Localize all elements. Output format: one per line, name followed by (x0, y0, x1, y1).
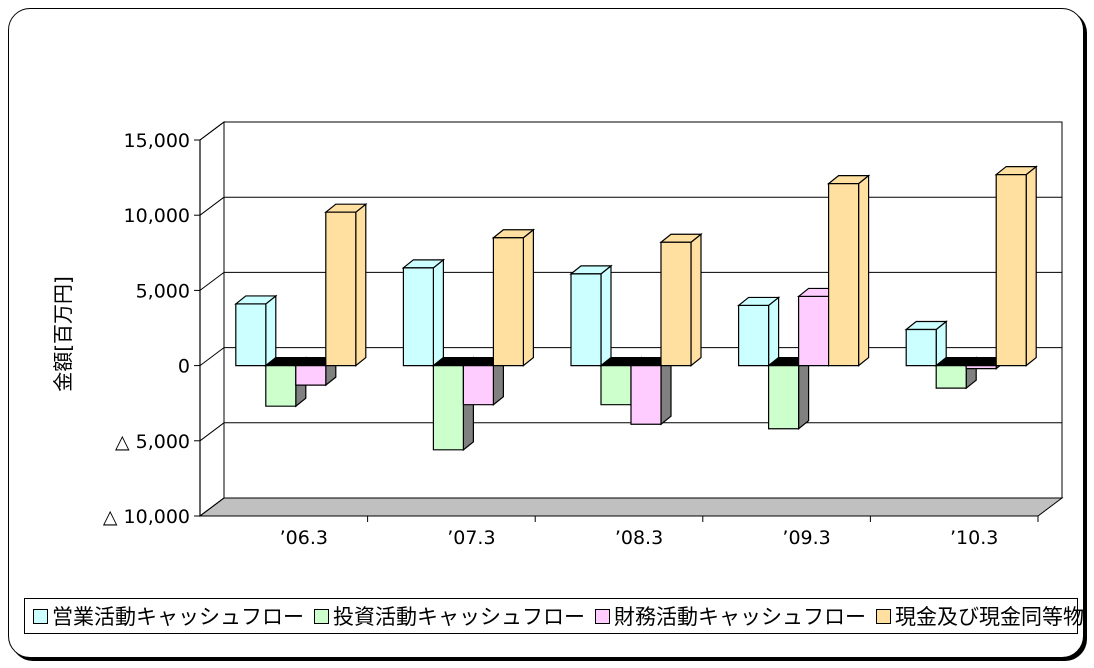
bar (904, 320, 948, 367)
bar-face (1025, 165, 1037, 367)
legend-item: 営業活動キャッシュフロー (33, 601, 304, 631)
legend-item: 現金及び現金同等物 (876, 601, 1084, 631)
bar (994, 165, 1038, 367)
x-tick-label: ’09.3 (782, 527, 830, 549)
bar-face (935, 365, 967, 389)
y-axis-label: 金額[百万円] (51, 276, 75, 392)
gridline-side (199, 497, 225, 517)
chart-floor (198, 497, 1064, 517)
legend-item: 投資活動キャッシュフロー (314, 601, 585, 631)
bar-face (767, 365, 800, 430)
bar-face (737, 304, 770, 367)
bar (826, 174, 871, 367)
bar-face (492, 237, 525, 367)
legend-swatch (314, 608, 329, 624)
gridline-side (199, 121, 225, 141)
gridline-side (199, 347, 225, 367)
bar (659, 233, 703, 367)
legend-label: 営業活動キャッシュフロー (52, 605, 304, 629)
bar-face (432, 258, 444, 367)
x-tick-label: ’06.3 (280, 527, 328, 549)
bar-face (355, 202, 367, 367)
legend-label: 財務活動キャッシュフロー (614, 605, 866, 629)
x-tick-label: ’10.3 (950, 527, 998, 549)
bar (491, 228, 536, 367)
y-tick-label: △ 5,000 (115, 431, 190, 453)
bar (736, 296, 781, 367)
bar-face (432, 365, 464, 451)
bar-face (600, 264, 612, 367)
gridline-side (199, 271, 225, 291)
bar-face (965, 365, 997, 370)
legend-swatch (595, 608, 610, 624)
bar-face (235, 303, 267, 367)
bar-face (402, 267, 434, 367)
bar-face (600, 365, 632, 406)
bar-face (827, 183, 860, 367)
x-tick-label: ’07.3 (447, 527, 495, 549)
bar-face (660, 241, 692, 367)
bar (401, 258, 446, 367)
bar-face (522, 228, 535, 367)
y-tick-label: △ 10,000 (103, 506, 190, 528)
bar-face (690, 233, 702, 367)
bar (234, 294, 278, 367)
legend-label: 投資活動キャッシュフロー (333, 605, 585, 629)
bar (461, 356, 506, 406)
bar-face (857, 174, 870, 367)
bar-face (462, 365, 494, 406)
bar-face (630, 365, 662, 425)
x-tick-label: ’08.3 (615, 527, 663, 549)
bar-face (295, 365, 327, 386)
legend-swatch (876, 608, 891, 624)
bar-face (325, 211, 357, 367)
y-tick-label: 5,000 (136, 280, 190, 302)
chart-legend: 営業活動キャッシュフロー 投資活動キャッシュフロー 財務活動キャッシュフロー 現金及び… (24, 598, 1084, 634)
side-wall (199, 121, 225, 517)
bar-face (660, 356, 672, 426)
legend-item: 財務活動キャッシュフロー (595, 601, 866, 631)
legend-label: 現金及び現金同等物 (895, 605, 1084, 629)
bar-face (905, 328, 937, 367)
bar-face (570, 273, 602, 367)
bar-face (797, 295, 830, 367)
bar (629, 356, 673, 426)
bar (569, 264, 613, 367)
legend-swatch (33, 608, 48, 624)
bar-face (265, 294, 277, 367)
bar (766, 356, 811, 431)
bar-face (767, 296, 780, 367)
gridline-side (199, 422, 225, 442)
y-tick-label: 0 (178, 356, 190, 378)
gridline-side (199, 196, 225, 216)
y-tick-label: 10,000 (124, 205, 190, 227)
bar-face (265, 365, 297, 407)
bar-face (797, 356, 810, 431)
y-tick-label: 15,000 (124, 130, 190, 152)
bar (324, 202, 368, 367)
bar-face (995, 173, 1027, 367)
